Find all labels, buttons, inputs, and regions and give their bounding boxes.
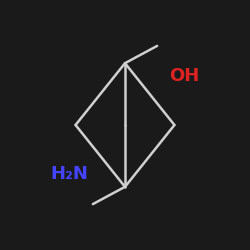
Text: H₂N: H₂N — [51, 166, 89, 184]
Text: OH: OH — [170, 66, 200, 84]
